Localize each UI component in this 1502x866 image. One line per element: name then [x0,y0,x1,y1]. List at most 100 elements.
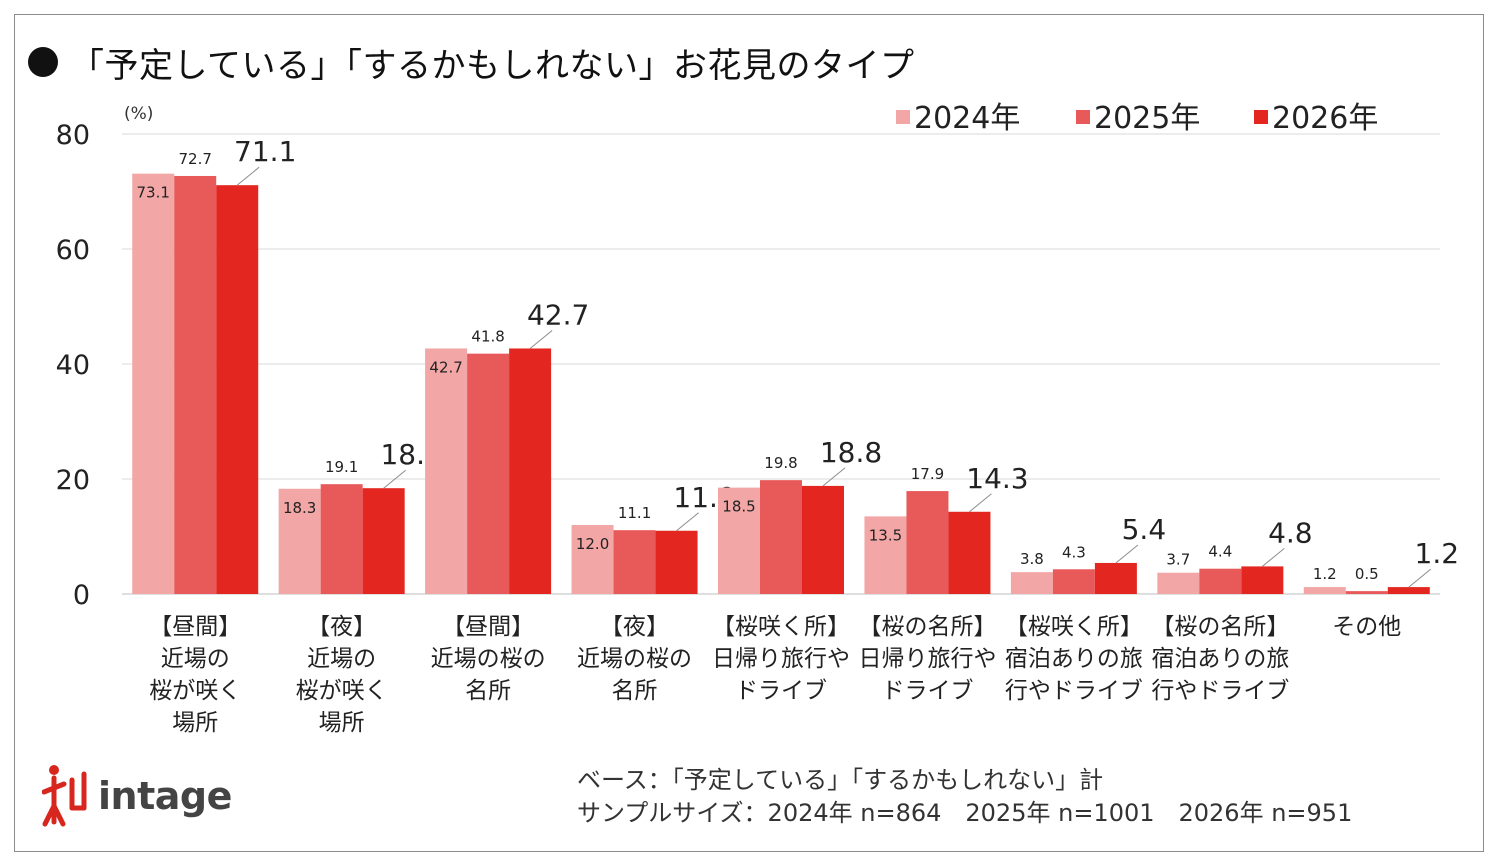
data-label: 4.4 [1208,543,1232,561]
y-axis-unit-label: (%) [124,104,154,124]
leader-line [236,166,260,186]
y-tick-label: 80 [56,120,90,151]
bar [1345,591,1388,594]
base-note: ベース：「予定している」「するかもしれない」計 [577,766,1104,794]
bar [1052,569,1095,594]
y-tick-label: 60 [56,235,90,266]
data-label: 12.0 [576,535,609,553]
bar [278,488,321,594]
bar [948,511,991,594]
data-label: 0.5 [1355,565,1379,583]
y-tick-label: 20 [56,465,90,496]
leader-line [529,330,553,349]
bar [571,525,614,594]
bar [1010,572,1053,594]
bar [467,353,510,594]
category-label: 日帰り旅行や [712,646,850,672]
category-label: 【桜の名所】 [858,614,996,640]
category-label: 【桜咲く所】 [712,614,850,640]
data-label: 72.7 [179,150,212,168]
category-label: ドライブ [735,678,827,704]
data-label: 3.7 [1166,551,1190,569]
bar [509,348,552,594]
bar [760,480,802,594]
category-label: 名所 [612,678,658,704]
category-label: 宿泊ありの旅 [1005,646,1143,672]
data-label: 18.8 [820,436,882,469]
data-label: 19.1 [325,458,358,476]
bar [362,488,405,594]
y-tick-label: 0 [73,580,90,611]
category-label: 近場の [161,646,230,672]
leader-line [1262,548,1285,567]
category-label: 【昼間】 [149,614,241,640]
bar [425,348,468,594]
data-label: 3.8 [1020,550,1044,568]
data-label: 42.7 [527,298,589,331]
category-label: 近場の [307,646,376,672]
bar [1157,572,1200,594]
bar [906,491,949,594]
category-label: 【桜咲く所】 [1005,614,1143,640]
bar [864,516,907,594]
data-label: 1.2 [1415,537,1460,570]
intage-logo: intage [42,762,232,830]
leader-line [383,469,406,489]
legend-label: 2024年 [914,101,1020,136]
bar [613,530,656,594]
data-label: 4.8 [1268,516,1313,549]
data-label: 13.5 [869,526,902,544]
bar [1241,566,1284,594]
category-label: ドライブ [881,678,973,704]
data-label: 17.9 [911,465,944,483]
bar [1094,562,1137,594]
y-tick-label: 40 [56,350,90,381]
bar [1199,568,1242,594]
bar [1303,587,1346,594]
footnotes: ベース：「予定している」「するかもしれない」計 サンプルサイズ：2024年 n=… [577,764,1352,830]
intage-logo-mark-icon [42,765,87,827]
legend-label: 2026年 [1272,101,1378,136]
bar [1387,587,1430,594]
data-label: 42.7 [429,358,462,376]
legend-swatch [1076,110,1090,124]
category-label: 【桜の名所】 [1151,614,1289,640]
bar [655,530,698,594]
legend-label: 2025年 [1094,101,1200,136]
bar [320,484,363,594]
leader-line [822,467,846,487]
bar [132,173,175,595]
category-label: 行やドライブ [1005,678,1143,704]
sample-size-note: サンプルサイズ：2024年 n=864 2025年 n=1001 2026年 n… [577,799,1353,827]
category-label: 【夜】 [600,614,669,640]
category-label: 桜が咲く [149,678,241,704]
category-label: 【昼間】 [442,614,534,640]
data-label: 18.5 [722,498,755,516]
data-label: 11.1 [618,504,651,522]
data-label: 71.1 [234,135,296,168]
chart-title: 「予定している」「するかもしれない」お花見のタイプ [70,45,915,86]
category-label: その他 [1332,614,1401,640]
legend-swatch [896,110,910,124]
data-label: 5.4 [1122,513,1167,546]
data-label: 19.8 [764,454,797,472]
data-label: 18.3 [283,499,316,517]
category-label: 日帰り旅行や [858,646,996,672]
leader-line [1408,568,1432,588]
leader-line [1115,544,1139,564]
leader-line [676,512,699,532]
category-label: 場所 [319,710,365,736]
category-label: 桜が咲く [296,678,388,704]
category-label: 名所 [465,678,511,704]
data-label: 73.1 [137,184,170,202]
bar [802,485,844,594]
chart-frame [14,14,1484,852]
title-bullet-icon [28,47,58,77]
category-label: 近場の桜の [431,646,546,672]
bar [216,185,259,595]
data-label: 41.8 [471,328,504,346]
title-row: 「予定している」「するかもしれない」お花見のタイプ [28,40,915,86]
data-label: 14.3 [966,462,1028,495]
category-label: 行やドライブ [1151,678,1289,704]
